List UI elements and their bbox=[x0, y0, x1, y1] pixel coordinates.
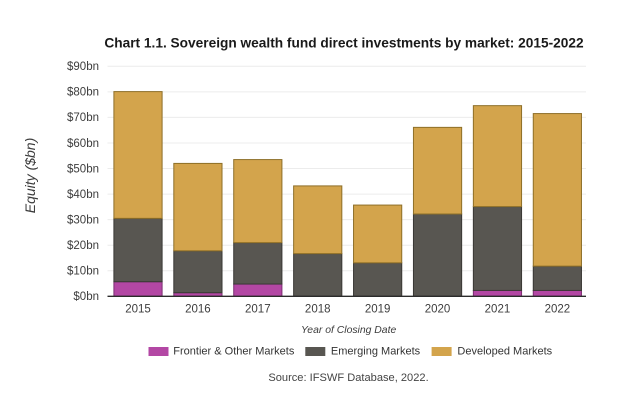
svg-text:2017: 2017 bbox=[245, 304, 271, 316]
svg-text:$50bn: $50bn bbox=[67, 163, 99, 175]
svg-text:Chart 1.1. Sovereign wealth fu: Chart 1.1. Sovereign wealth fund direct … bbox=[104, 35, 584, 50]
svg-text:Developed Markets: Developed Markets bbox=[457, 346, 552, 358]
svg-text:$0bn: $0bn bbox=[73, 291, 99, 303]
svg-text:Equity ($bn): Equity ($bn) bbox=[22, 138, 38, 213]
svg-text:Year of Closing Date: Year of Closing Date bbox=[301, 325, 397, 336]
svg-text:$60bn: $60bn bbox=[67, 138, 99, 150]
svg-text:2022: 2022 bbox=[545, 304, 571, 316]
svg-text:2015: 2015 bbox=[125, 304, 151, 316]
svg-text:$90bn: $90bn bbox=[67, 61, 99, 73]
svg-text:Emerging Markets: Emerging Markets bbox=[331, 346, 421, 358]
svg-text:$40bn: $40bn bbox=[67, 189, 99, 201]
svg-text:2019: 2019 bbox=[365, 304, 391, 316]
svg-text:$70bn: $70bn bbox=[67, 112, 99, 124]
svg-text:2021: 2021 bbox=[485, 304, 511, 316]
svg-text:$20bn: $20bn bbox=[67, 240, 99, 252]
svg-text:2016: 2016 bbox=[185, 304, 211, 316]
svg-text:$10bn: $10bn bbox=[67, 266, 99, 278]
svg-text:$30bn: $30bn bbox=[67, 214, 99, 226]
svg-text:2020: 2020 bbox=[425, 304, 451, 316]
svg-text:$80bn: $80bn bbox=[67, 87, 99, 99]
svg-text:2018: 2018 bbox=[305, 304, 331, 316]
svg-text:Frontier & Other Markets: Frontier & Other Markets bbox=[173, 346, 295, 358]
svg-text:Source: IFSWF Database, 2022.: Source: IFSWF Database, 2022. bbox=[268, 372, 428, 384]
